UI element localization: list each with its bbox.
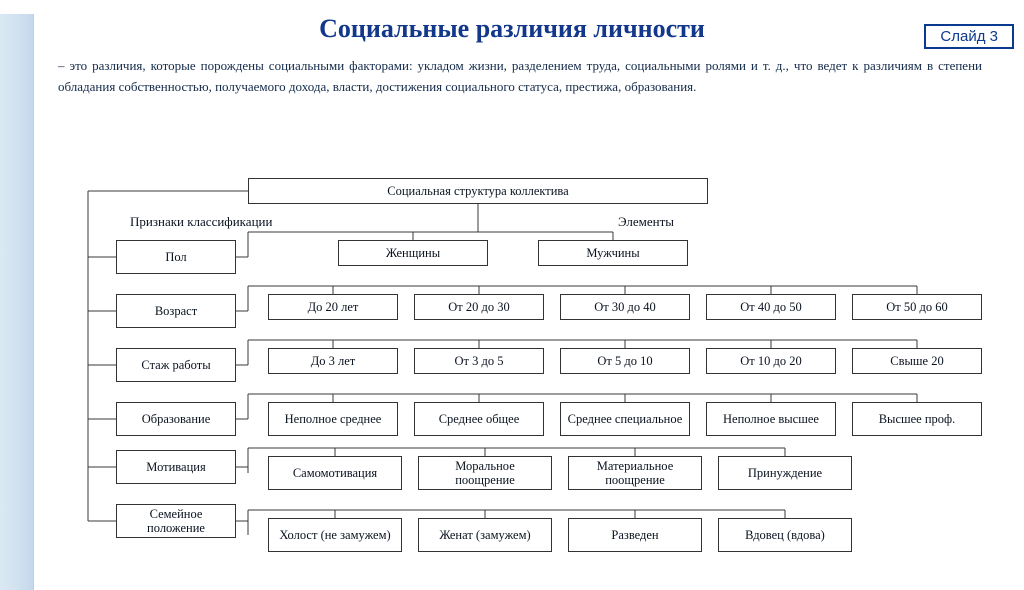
item-box-2-3: От 10 до 20 [706, 348, 836, 374]
item-box-2-2: От 5 до 10 [560, 348, 690, 374]
item-box-2-4: Свыше 20 [852, 348, 982, 374]
item-box-1-4: От 50 до 60 [852, 294, 982, 320]
item-box-4-1: Моральное поощрение [418, 456, 552, 490]
item-box-3-4: Высшее проф. [852, 402, 982, 436]
slide-left-stripe [0, 14, 34, 590]
item-box-1-1: От 20 до 30 [414, 294, 544, 320]
intro-paragraph: – это различия, которые порождены социал… [58, 56, 982, 98]
item-box-5-1: Женат (замужем) [418, 518, 552, 552]
item-box-1-3: От 40 до 50 [706, 294, 836, 320]
slide-number-badge: Слайд 3 [924, 24, 1014, 49]
attr-box-2: Стаж работы [116, 348, 236, 382]
attr-box-1: Возраст [116, 294, 236, 328]
item-box-5-3: Вдовец (вдова) [718, 518, 852, 552]
item-box-4-0: Самомотивация [268, 456, 402, 490]
col-right-label: Элементы [618, 214, 674, 230]
slide-title: Социальные различия личности [0, 14, 1024, 44]
item-box-5-2: Разведен [568, 518, 702, 552]
attr-box-3: Образование [116, 402, 236, 436]
attr-box-4: Мотивация [116, 450, 236, 484]
item-box-0-0: Женщины [338, 240, 488, 266]
item-box-2-0: До 3 лет [268, 348, 398, 374]
item-box-5-0: Холост (не замужем) [268, 518, 402, 552]
attr-box-5: Семейное положение [116, 504, 236, 538]
col-left-label: Признаки классификации [130, 214, 272, 230]
item-box-3-1: Среднее общее [414, 402, 544, 436]
item-box-1-0: До 20 лет [268, 294, 398, 320]
item-box-3-2: Среднее специальное [560, 402, 690, 436]
item-box-3-3: Неполное высшее [706, 402, 836, 436]
item-box-0-1: Мужчины [538, 240, 688, 266]
item-box-1-2: От 30 до 40 [560, 294, 690, 320]
item-box-3-0: Неполное среднее [268, 402, 398, 436]
root-box: Социальная структура коллектива [248, 178, 708, 204]
item-box-4-2: Материальное поощрение [568, 456, 702, 490]
item-box-4-3: Принуждение [718, 456, 852, 490]
item-box-2-1: От 3 до 5 [414, 348, 544, 374]
hierarchy-diagram: Социальная структура коллектива Признаки … [58, 178, 998, 584]
attr-box-0: Пол [116, 240, 236, 274]
